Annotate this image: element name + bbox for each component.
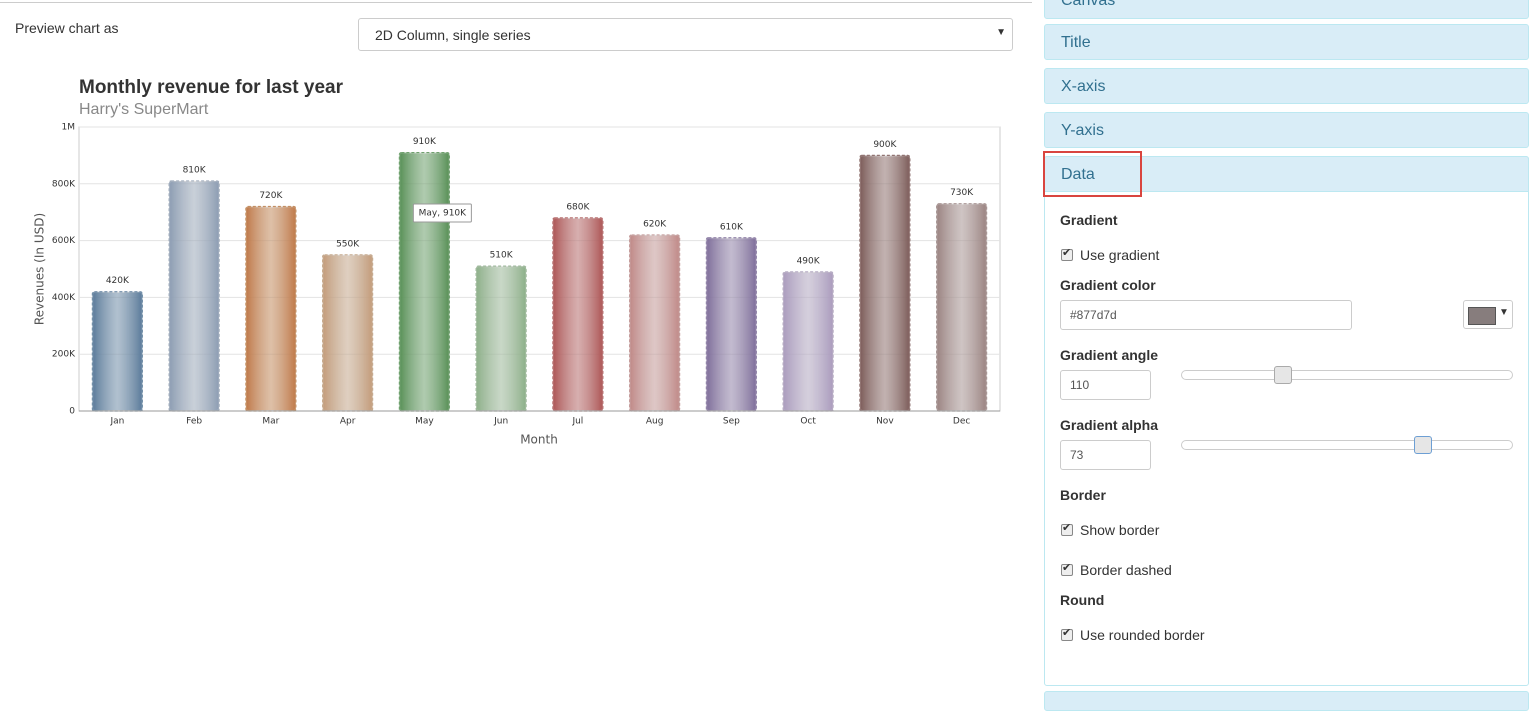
y-tick-label: 600K — [52, 236, 76, 246]
checkbox[interactable]: ✔ — [1061, 627, 1073, 641]
y-tick-label: 400K — [52, 293, 76, 303]
x-tick-label: Jan — [109, 417, 124, 427]
tooltip-box — [412, 203, 472, 223]
preview-select[interactable]: 2D Column, single series ▼ — [358, 18, 1013, 51]
check-mark: ✔ — [1062, 627, 1072, 639]
check-mark: ✔ — [1062, 562, 1072, 574]
value-label: 420K — [106, 276, 130, 286]
chart: Monthly revenue for last year Harry's Su… — [33, 77, 1001, 447]
select-caret: ▼ — [996, 27, 1006, 38]
x-tick-label: Nov — [876, 417, 894, 427]
checkbox[interactable]: ✔ — [1061, 522, 1073, 536]
angle-slider[interactable] — [1181, 366, 1513, 384]
value-label: 510K — [490, 251, 514, 261]
x-tick-label: Aug — [646, 417, 664, 427]
color-input[interactable]: #877d7d — [1060, 300, 1352, 330]
chart-title: Monthly revenue for last year — [79, 77, 344, 98]
preview-label: Preview chart as — [15, 20, 119, 36]
bar-fill — [323, 255, 372, 410]
color-picker[interactable]: ▼ — [1463, 300, 1513, 329]
bar-fill — [784, 272, 833, 410]
x-tick-label: Oct — [800, 417, 816, 427]
value-label: 620K — [643, 219, 667, 229]
value-label: 730K — [950, 188, 974, 198]
y-tick-label: 1M — [62, 123, 76, 133]
value-label: 680K — [566, 202, 590, 212]
panel-title: Title — [1061, 34, 1091, 51]
check-mark: ✔ — [1062, 522, 1072, 534]
x-axis-title: Month — [520, 433, 558, 447]
field-label: Gradient alpha — [1060, 417, 1159, 433]
value-label: 610K — [720, 222, 744, 232]
bar-fill — [246, 207, 295, 410]
section-heading: Gradient — [1060, 212, 1118, 228]
x-tick-label: Jul — [571, 417, 583, 427]
panel-header[interactable] — [1044, 691, 1529, 711]
y-tick-label: 200K — [52, 350, 76, 360]
value-label: 910K — [413, 137, 437, 147]
x-tick-label: Mar — [262, 417, 279, 427]
color-swatch — [1468, 307, 1496, 325]
checkbox-label: Show border — [1080, 522, 1160, 538]
x-tick-label: May — [415, 417, 434, 427]
panel-header[interactable]: Title — [1044, 24, 1529, 60]
section-heading: Round — [1060, 592, 1105, 608]
checkbox-label: Use gradient — [1080, 247, 1160, 263]
tooltip: May, 910K — [419, 209, 468, 219]
alpha-slider[interactable] — [1181, 436, 1513, 454]
value-label: 490K — [797, 256, 821, 266]
top-rule — [0, 2, 1032, 3]
y-tick-label: 800K — [52, 179, 76, 189]
checkbox-label: Border dashed — [1080, 562, 1172, 578]
x-tick-label: Feb — [186, 417, 202, 427]
x-tick-label: Dec — [953, 417, 970, 427]
bar-fill — [400, 153, 449, 410]
value-label: 810K — [183, 165, 207, 175]
angle-input[interactable]: 110 — [1060, 370, 1151, 400]
bar-fill — [860, 156, 909, 410]
chart-subtitle: Harry's SuperMart — [79, 101, 209, 118]
panel-header[interactable]: Canvas — [1044, 0, 1529, 19]
value-label: 720K — [259, 191, 283, 201]
checkbox-label: Use rounded border — [1080, 627, 1205, 643]
input-value: 110 — [1070, 378, 1090, 392]
panel-title: Data — [1061, 166, 1095, 183]
panel-header[interactable]: X-axis — [1044, 68, 1529, 104]
x-tick-label: Jun — [493, 417, 508, 427]
checkbox[interactable]: ✔ — [1061, 562, 1073, 576]
input-value: 73 — [1070, 448, 1084, 462]
select-value: 2D Column, single series — [375, 27, 531, 43]
bar-fill — [553, 218, 602, 410]
panel-title: X-axis — [1061, 78, 1106, 95]
bar-fill — [477, 267, 526, 410]
panel-header[interactable]: Data — [1044, 156, 1529, 192]
x-tick-label: Apr — [340, 417, 356, 427]
bar-fill — [707, 238, 756, 410]
bar-fill — [170, 181, 219, 410]
y-tick-label: 0 — [69, 407, 75, 417]
y-axis-title: Revenues (In USD) — [33, 213, 47, 325]
panel-header[interactable]: Y-axis — [1044, 112, 1529, 148]
panel-title: Y-axis — [1061, 122, 1104, 139]
value-label: 900K — [873, 140, 897, 150]
slider-handle[interactable] — [1273, 366, 1292, 384]
bar-fill — [93, 292, 142, 410]
picker-caret: ▼ — [1499, 307, 1509, 318]
bar-fill — [630, 235, 679, 410]
alpha-input[interactable]: 73 — [1060, 440, 1151, 470]
check-mark: ✔ — [1062, 247, 1072, 259]
input-value: #877d7d — [1070, 308, 1117, 322]
value-label: 550K — [336, 239, 360, 249]
section-heading: Border — [1060, 487, 1106, 503]
field-label: Gradient angle — [1060, 347, 1159, 363]
bar-fill — [937, 204, 986, 410]
panel-title: Canvas — [1061, 0, 1116, 9]
slider-handle[interactable] — [1413, 436, 1432, 454]
checkbox[interactable]: ✔ — [1061, 247, 1073, 261]
highlight-box — [1043, 151, 1142, 197]
x-tick-label: Sep — [723, 417, 740, 427]
field-label: Gradient color — [1060, 277, 1156, 293]
